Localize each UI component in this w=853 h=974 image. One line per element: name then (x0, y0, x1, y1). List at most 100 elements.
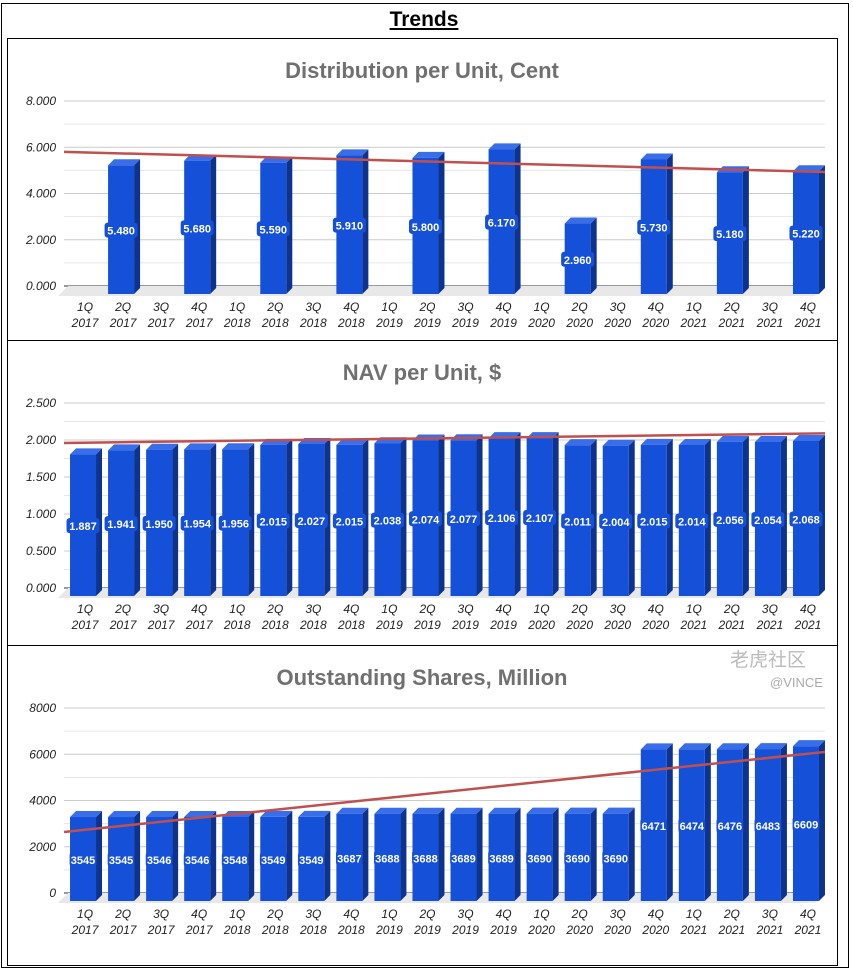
bar-side (286, 810, 293, 901)
y-tick-label: 2.000 (25, 233, 56, 247)
data-label: 2.054 (754, 515, 782, 527)
chart-panel-nav: NAV per Unit, $ 0.000 0.500 1.000 1.500 2.000… (7, 340, 838, 646)
x-tick-label: 2Q 2021 (718, 300, 746, 330)
data-label: 5.590 (260, 224, 288, 236)
x-tick-label: 2Q 2021 (718, 907, 746, 937)
x-tick-label: 2Q 2020 (565, 602, 593, 632)
data-label-box (713, 226, 747, 242)
bar-side (172, 810, 179, 901)
bar-top (184, 443, 217, 450)
data-label-box (218, 515, 252, 531)
data-label-box (678, 818, 706, 834)
x-tick-label: 4Q 2018 (337, 907, 365, 937)
data-label-box (408, 511, 442, 527)
bar-top (754, 743, 787, 750)
x-tick-label: 4Q 2017 (185, 300, 214, 330)
data-label-box (104, 516, 138, 532)
data-label: 5.480 (107, 226, 135, 238)
bar-top (260, 810, 293, 817)
data-label: 3548 (223, 855, 247, 867)
bar-top (564, 217, 597, 224)
y-tick-label: 6.000 (26, 140, 56, 154)
data-label: 2.107 (526, 513, 554, 525)
bar-top (108, 444, 141, 451)
x-tick-label: 1Q 2020 (527, 907, 555, 937)
data-label-box (526, 850, 554, 866)
data-label-box (221, 851, 249, 867)
data-label: 5.680 (183, 223, 211, 235)
bar-side (324, 810, 331, 901)
x-tick-label: 3Q 2018 (299, 300, 327, 330)
x-tick-label: 3Q 2021 (756, 300, 784, 330)
x-tick-label: 3Q 2021 (756, 907, 784, 937)
x-tick-label: 1Q 2017 (71, 907, 100, 937)
data-label-box (332, 217, 366, 233)
bar-top (678, 438, 711, 445)
data-label: 3689 (489, 853, 513, 865)
x-tick-label: 4Q 2020 (641, 300, 669, 330)
data-label-box (183, 851, 211, 867)
x-tick-label: 1Q 2021 (679, 300, 707, 330)
data-label: 3545 (109, 855, 133, 867)
data-label-box (675, 513, 709, 529)
data-label-box (713, 511, 747, 527)
data-label: 1.956 (221, 519, 249, 531)
data-label-box (66, 518, 100, 534)
x-tick-label: 3Q 2017 (147, 602, 176, 632)
data-label: 2.015 (260, 516, 288, 528)
data-label: 3690 (603, 853, 627, 865)
data-label-box (408, 218, 442, 234)
data-label: 6476 (718, 821, 742, 833)
chart-title: Outstanding Shares, Million (277, 665, 568, 690)
data-label-box (374, 850, 401, 866)
data-label: 5.220 (792, 229, 820, 241)
x-tick-label: 1Q 2017 (71, 602, 100, 632)
bar-side (704, 743, 711, 901)
bar-top (716, 743, 749, 750)
data-label: 3688 (375, 853, 399, 865)
data-label: 5.800 (412, 222, 440, 234)
data-label: 2.027 (298, 516, 326, 528)
data-label: 2.014 (678, 516, 706, 528)
bar-top (412, 151, 445, 158)
chart-title: NAV per Unit, $ (343, 360, 502, 385)
data-label: 5.180 (716, 229, 744, 241)
bar-top (146, 810, 179, 817)
bar-top (374, 807, 407, 814)
data-label: 6.170 (488, 218, 516, 230)
trendline (63, 150, 826, 174)
x-tick-label: 4Q 2020 (641, 602, 669, 632)
x-tick-label: 1Q 2019 (375, 300, 403, 330)
bar-side (742, 743, 749, 901)
x-tick-label: 3Q 2021 (756, 602, 784, 632)
data-label-box (561, 513, 595, 529)
data-label-box (297, 851, 325, 867)
bar-top (792, 434, 825, 441)
data-label-box (69, 852, 97, 868)
data-label: 3687 (337, 853, 361, 865)
x-tick-label: 2Q 2017 (109, 602, 138, 632)
data-label: 5.910 (336, 221, 364, 233)
x-tick-label: 4Q 2019 (489, 300, 517, 330)
data-label: 3549 (299, 855, 323, 867)
page-title: Trends (389, 8, 459, 31)
bar-side (400, 807, 407, 901)
data-label: 2.960 (564, 255, 592, 267)
bar-top (640, 438, 673, 445)
y-tick-label: 0.000 (26, 279, 56, 293)
x-tick-label: 2Q 2019 (413, 602, 441, 632)
data-label: 1.887 (69, 521, 97, 533)
bar-side (818, 740, 825, 901)
bar-top (184, 810, 217, 817)
data-label: 2.038 (374, 516, 402, 528)
y-tick-label: 0.500 (26, 544, 56, 558)
x-tick-label: 3Q 2020 (603, 300, 631, 330)
x-tick-label: 3Q 2017 (147, 907, 176, 937)
data-label-box (792, 816, 820, 832)
bar-top (754, 436, 787, 443)
bar-side (780, 743, 787, 901)
data-label-box (561, 251, 595, 267)
x-tick-label: 1Q 2020 (527, 602, 555, 632)
data-label-box (370, 512, 404, 528)
bar-top (640, 743, 673, 750)
